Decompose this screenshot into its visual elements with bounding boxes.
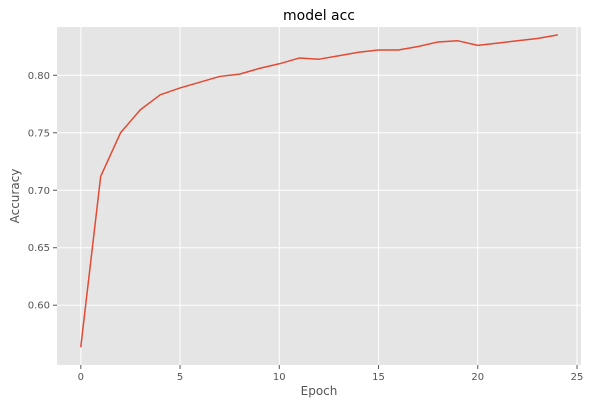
y-tick-label: 0.80 xyxy=(28,71,50,82)
y-tick-label: 0.75 xyxy=(28,128,50,139)
chart-title: model acc xyxy=(283,8,355,24)
x-tick-label: 5 xyxy=(177,372,183,383)
y-grid xyxy=(57,74,581,306)
series-layer xyxy=(80,34,558,348)
x-grid xyxy=(80,27,578,365)
x-axis-ticks: 0 5 10 15 20 25 xyxy=(78,365,584,383)
x-tick-label: 20 xyxy=(471,372,484,383)
y-axis-label: Accuracy xyxy=(8,169,22,224)
x-tick-label: 10 xyxy=(273,372,286,383)
y-tick-label: 0.65 xyxy=(28,243,50,254)
x-tick-label: 25 xyxy=(571,372,584,383)
y-tick-label: 0.70 xyxy=(28,186,50,197)
y-axis-ticks: 0.60 0.65 0.70 0.75 0.80 xyxy=(28,71,57,312)
series-line xyxy=(80,34,558,348)
x-tick-label: 15 xyxy=(372,372,385,383)
x-axis-label: Epoch xyxy=(301,384,338,398)
y-tick-label: 0.60 xyxy=(28,301,50,312)
x-tick-label: 0 xyxy=(78,372,84,383)
plot-area xyxy=(57,27,581,365)
